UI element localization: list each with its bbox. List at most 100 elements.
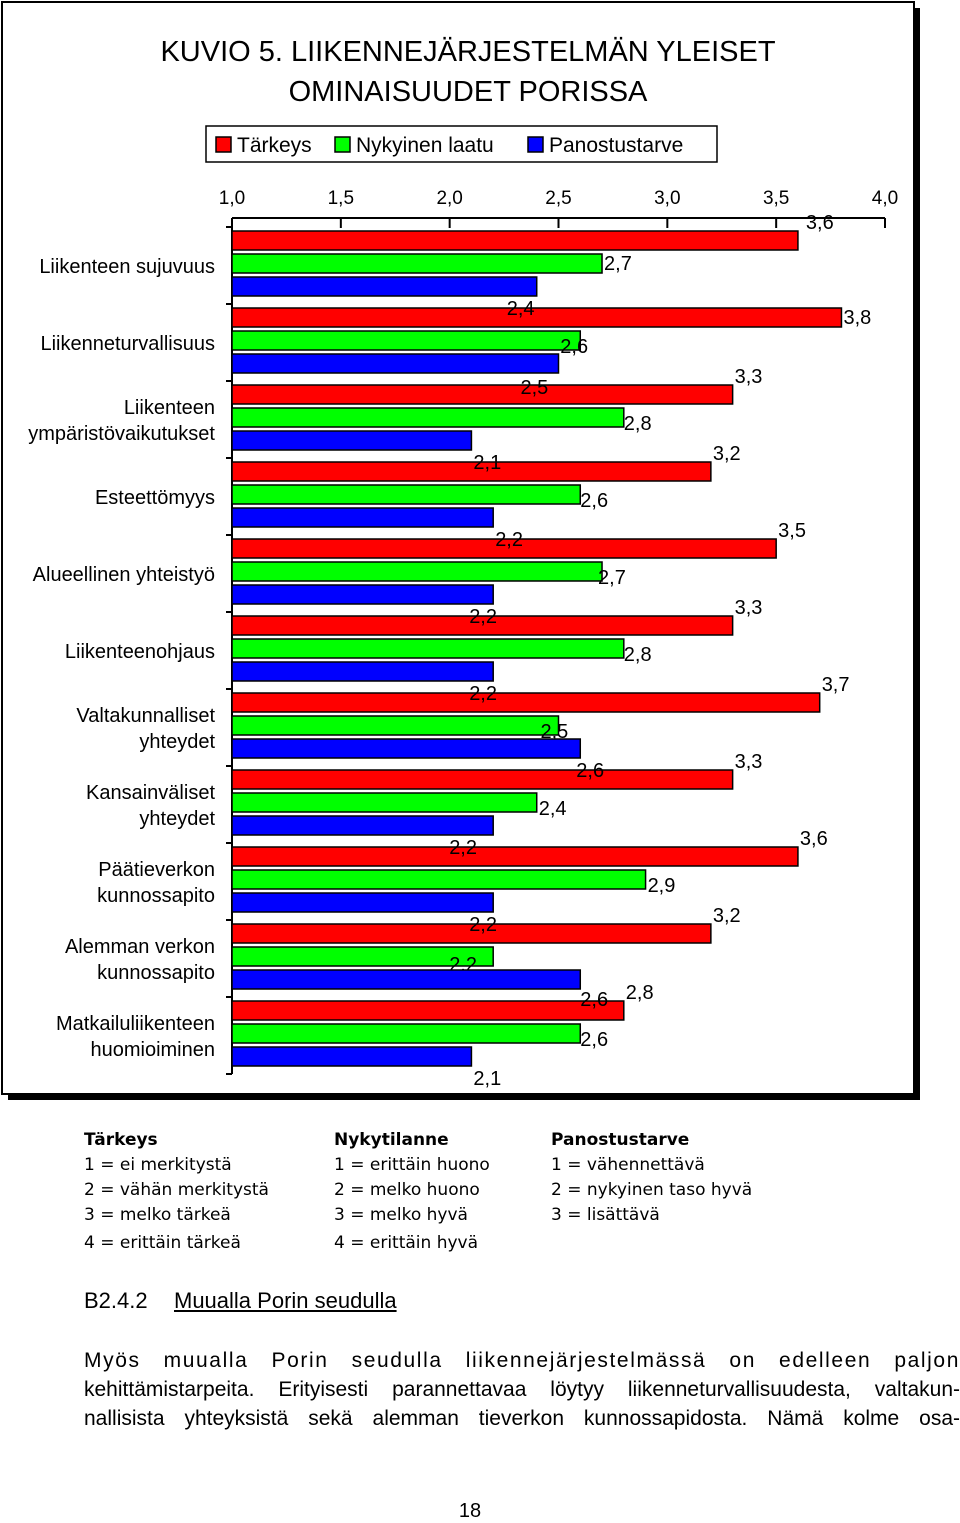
x-tick-label: 2,5 bbox=[545, 188, 571, 209]
data-label: 2,6 bbox=[560, 336, 588, 358]
bar bbox=[231, 353, 560, 374]
category-label: kunnossapito bbox=[97, 885, 215, 907]
data-label: 2,9 bbox=[648, 875, 676, 897]
x-tick-label: 2,0 bbox=[436, 188, 462, 209]
data-label: 2,8 bbox=[626, 982, 654, 1004]
category-label: Liikenteen sujuvuus bbox=[39, 256, 215, 278]
data-label: 2,2 bbox=[469, 914, 497, 936]
bar bbox=[231, 253, 603, 274]
bar bbox=[231, 430, 473, 451]
bar bbox=[231, 715, 560, 736]
data-label: 2,2 bbox=[449, 837, 477, 859]
bar bbox=[231, 738, 582, 759]
x-tick-label: 1,5 bbox=[328, 188, 354, 209]
scale-legend-current: Nykytilanne 1 = erittäin huono 2 = melko… bbox=[334, 1128, 490, 1256]
data-label: 2,8 bbox=[624, 644, 652, 666]
data-label: 2,4 bbox=[539, 798, 567, 820]
section-heading: B2.4.2 Muualla Porin seudulla bbox=[84, 1288, 397, 1314]
bar bbox=[231, 484, 582, 505]
section-title: Muualla Porin seudulla bbox=[174, 1288, 397, 1313]
data-label: 3,6 bbox=[806, 212, 834, 234]
data-label: 3,2 bbox=[713, 905, 741, 927]
category-label: ympäristövaikutukset bbox=[28, 423, 215, 445]
scale-legend-item: 2 = nykyinen taso hyvä bbox=[551, 1180, 753, 1200]
x-tick-label: 3,5 bbox=[763, 188, 789, 209]
bar bbox=[231, 507, 494, 528]
scale-legend-item: 3 = lisättävä bbox=[551, 1205, 660, 1225]
category-label: Alemman verkon bbox=[65, 936, 215, 958]
page-number: 18 bbox=[458, 1500, 482, 1522]
bar bbox=[231, 638, 625, 659]
category-label: huomioiminen bbox=[90, 1039, 215, 1061]
category-label: Valtakunnalliset bbox=[76, 705, 215, 727]
scale-legend-item: 1 = vähennettävä bbox=[551, 1155, 705, 1175]
scale-legend-importance: Tärkeys 1 = ei merkitystä 2 = vähän merk… bbox=[84, 1128, 269, 1256]
category-label: Esteettömyys bbox=[95, 487, 215, 509]
bar bbox=[231, 869, 647, 890]
bar bbox=[231, 661, 494, 682]
x-tick-label: 3,0 bbox=[654, 188, 680, 209]
data-label: 2,2 bbox=[469, 606, 497, 628]
data-label: 2,8 bbox=[624, 413, 652, 435]
x-tick-label: 4,0 bbox=[872, 188, 898, 209]
bar bbox=[231, 461, 712, 482]
bar bbox=[231, 561, 603, 582]
data-label: 3,3 bbox=[735, 751, 763, 773]
category-label: Alueellinen yhteistyö bbox=[33, 564, 215, 586]
bar bbox=[231, 769, 734, 790]
bar bbox=[231, 792, 538, 813]
category-label: Päätieverkon bbox=[98, 859, 215, 881]
category-label: Liikenteenohjaus bbox=[65, 641, 215, 663]
bar bbox=[231, 584, 494, 605]
chart-figure: KUVIO 5. LIIKENNEJÄRJESTELMÄN YLEISET OMI… bbox=[1, 1, 920, 1100]
body-line: Myös muualla Porin seudulla liikennejärj… bbox=[84, 1349, 960, 1372]
data-label: 2,1 bbox=[473, 452, 501, 474]
legend-swatch bbox=[215, 136, 232, 153]
legend-label: Tärkeys bbox=[237, 134, 312, 157]
x-tick-label: 1,0 bbox=[219, 188, 245, 209]
category-label: Liikenneturvallisuus bbox=[40, 333, 215, 355]
bar bbox=[231, 892, 494, 913]
section-number: B2.4.2 bbox=[84, 1288, 148, 1313]
bar bbox=[231, 1000, 625, 1021]
body-paragraph: Myös muualla Porin seudulla liikennejärj… bbox=[84, 1346, 960, 1433]
scale-legend-item: 4 = erittäin tärkeä bbox=[84, 1233, 241, 1253]
bar bbox=[231, 923, 712, 944]
data-label: 2,6 bbox=[580, 989, 608, 1011]
data-label: 2,7 bbox=[598, 567, 626, 589]
data-label: 2,2 bbox=[469, 683, 497, 705]
legend-label: Nykyinen laatu bbox=[356, 134, 494, 157]
body-line: nallisista yhteyksistä sekä alemman tiev… bbox=[84, 1407, 960, 1430]
scale-legend-heading: Tärkeys bbox=[84, 1130, 158, 1150]
bar bbox=[231, 846, 799, 867]
scale-legend-item: 1 = ei merkitystä bbox=[84, 1155, 232, 1175]
bar bbox=[231, 407, 625, 428]
scale-legend-heading: Panostustarve bbox=[551, 1130, 690, 1150]
bar bbox=[231, 946, 494, 967]
data-label: 3,5 bbox=[778, 520, 806, 542]
legend-swatch bbox=[334, 136, 351, 153]
legend-label: Panostustarve bbox=[549, 134, 683, 157]
body-line: kehittämistarpeita. Erityisesti parannet… bbox=[84, 1378, 960, 1401]
category-label: kunnossapito bbox=[97, 962, 215, 984]
scale-legend-item: 4 = erittäin hyvä bbox=[334, 1233, 479, 1253]
category-label: yhteydet bbox=[139, 808, 215, 830]
bar-chart: KUVIO 5. LIIKENNEJÄRJESTELMÄN YLEISET OMI… bbox=[1, 1, 920, 1100]
scale-legend-item: 3 = melko hyvä bbox=[334, 1205, 468, 1225]
scale-legend-investment: Panostustarve 1 = vähennettävä 2 = nykyi… bbox=[551, 1128, 752, 1228]
scale-legend-item: 1 = erittäin huono bbox=[334, 1155, 490, 1175]
scale-legend-heading: Nykytilanne bbox=[334, 1130, 449, 1150]
bar bbox=[231, 276, 538, 297]
bar bbox=[231, 815, 494, 836]
bar bbox=[231, 538, 777, 559]
data-label: 2,5 bbox=[521, 377, 549, 399]
data-label: 2,6 bbox=[580, 1029, 608, 1051]
category-label: yhteydet bbox=[139, 731, 215, 753]
scale-legend-item: 2 = vähän merkitystä bbox=[84, 1180, 269, 1200]
bar bbox=[231, 615, 734, 636]
data-label: 3,3 bbox=[735, 366, 763, 388]
category-label: Kansainväliset bbox=[86, 782, 215, 804]
chart-title-line: OMINAISUUDET PORISSA bbox=[289, 76, 648, 108]
category-label: Matkailuliikenteen bbox=[56, 1013, 215, 1035]
bar bbox=[231, 230, 799, 251]
